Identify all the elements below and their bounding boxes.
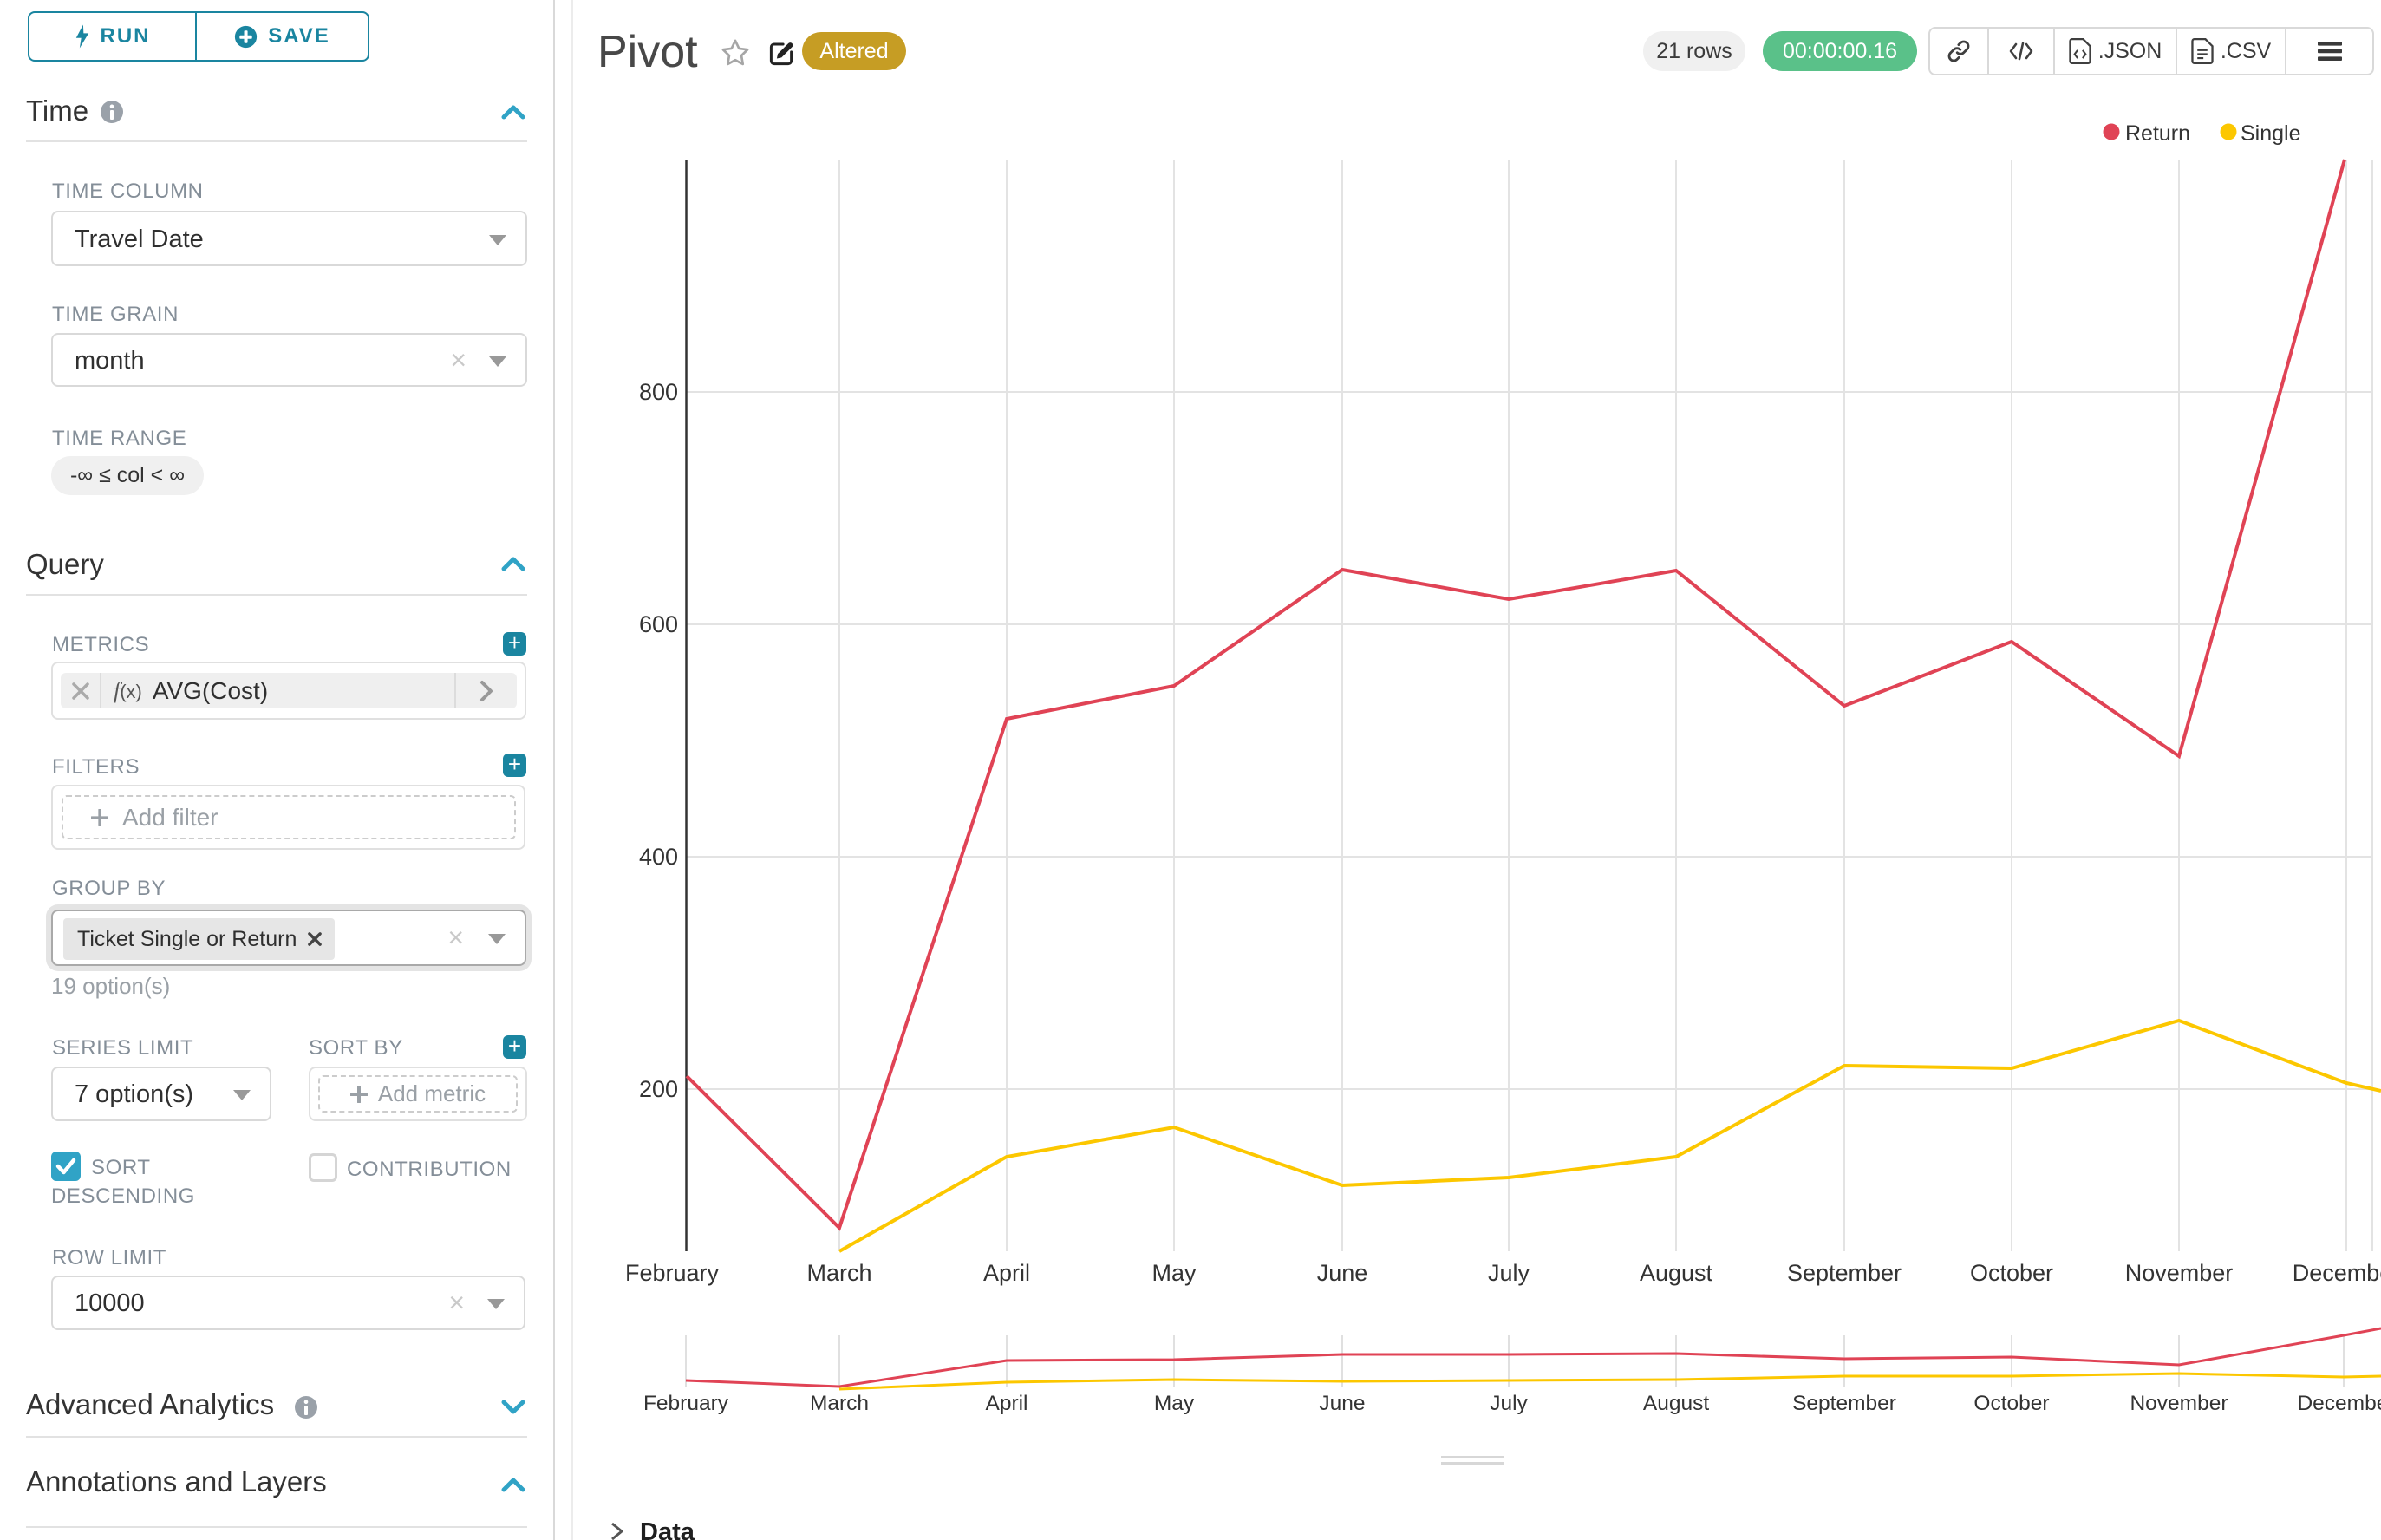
svg-text:June: June: [1319, 1392, 1365, 1415]
svg-text:May: May: [1151, 1260, 1197, 1286]
svg-text:November: November: [2130, 1392, 2228, 1415]
svg-text:October: October: [1973, 1392, 2049, 1415]
svg-text:April: April: [983, 1260, 1030, 1286]
svg-text:December: December: [2293, 1260, 2381, 1286]
svg-text:August: August: [1643, 1392, 1709, 1415]
svg-text:September: September: [1792, 1392, 1896, 1415]
svg-text:200: 200: [639, 1076, 678, 1102]
svg-text:May: May: [1154, 1392, 1195, 1415]
svg-text:March: March: [810, 1392, 869, 1415]
svg-text:June: June: [1317, 1260, 1368, 1286]
svg-text:February: February: [625, 1260, 720, 1286]
svg-text:Data: Data: [640, 1518, 695, 1540]
svg-text:December: December: [2297, 1392, 2381, 1415]
svg-text:July: July: [1488, 1260, 1530, 1286]
svg-text:800: 800: [639, 379, 678, 405]
svg-text:April: April: [985, 1392, 1027, 1415]
svg-text:400: 400: [639, 844, 678, 870]
svg-text:Single: Single: [2241, 121, 2301, 146]
svg-text:Return: Return: [2125, 121, 2190, 146]
svg-text:March: March: [806, 1260, 871, 1286]
svg-text:August: August: [1640, 1260, 1713, 1286]
svg-text:September: September: [1787, 1260, 1902, 1286]
svg-text:600: 600: [639, 611, 678, 637]
svg-text:February: February: [643, 1392, 729, 1415]
svg-text:November: November: [2125, 1260, 2234, 1286]
svg-text:July: July: [1490, 1392, 1528, 1415]
svg-text:October: October: [1970, 1260, 2053, 1286]
